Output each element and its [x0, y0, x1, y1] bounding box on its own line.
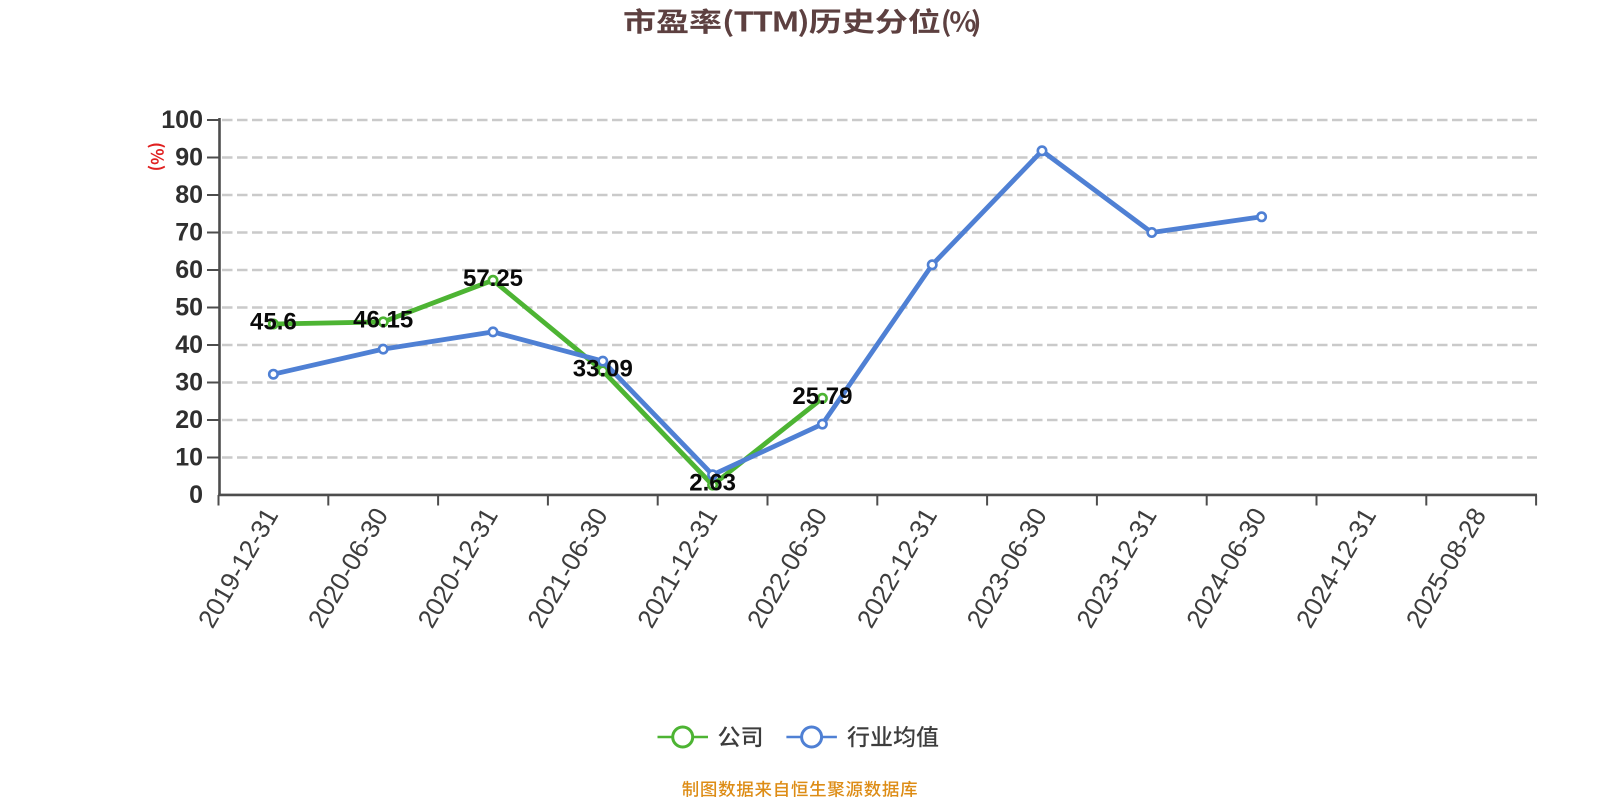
svg-text:57.25: 57.25	[463, 265, 523, 292]
svg-text:10: 10	[175, 444, 203, 472]
svg-text:2.63: 2.63	[689, 470, 736, 497]
svg-text:45.6: 45.6	[250, 309, 297, 336]
svg-text:40: 40	[175, 331, 203, 359]
svg-text:100: 100	[161, 106, 203, 134]
svg-text:33.09: 33.09	[573, 355, 633, 382]
svg-text:80: 80	[175, 181, 203, 209]
svg-text:0: 0	[189, 481, 203, 509]
svg-text:70: 70	[175, 219, 203, 247]
svg-text:25.79: 25.79	[792, 383, 852, 410]
svg-text:90: 90	[175, 144, 203, 172]
svg-text:46.15: 46.15	[353, 306, 413, 333]
svg-text:30: 30	[175, 369, 203, 397]
svg-text:20: 20	[175, 406, 203, 434]
svg-text:50: 50	[175, 294, 203, 322]
svg-text:60: 60	[175, 256, 203, 284]
